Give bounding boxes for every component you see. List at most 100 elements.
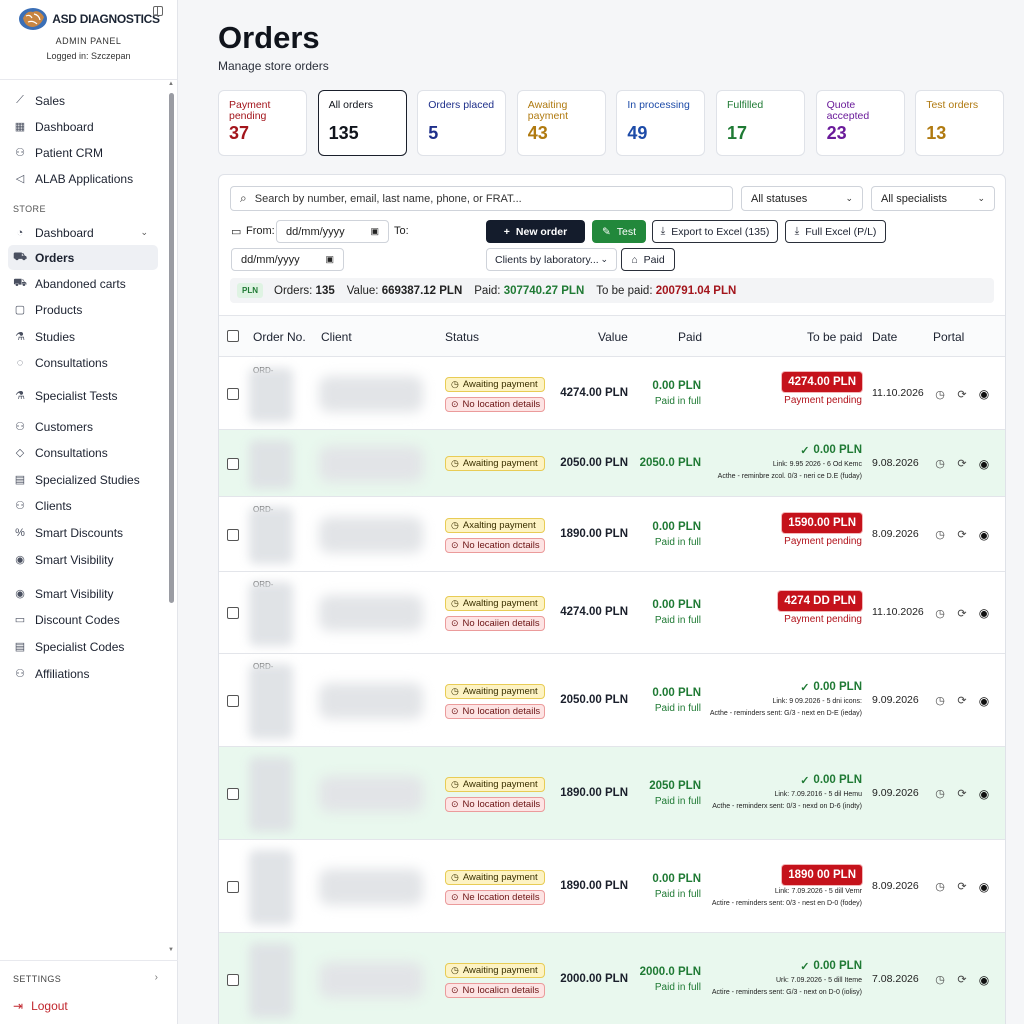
calendar-icon[interactable]: ▣ [325, 254, 334, 264]
refresh-icon[interactable]: ⟳ [957, 458, 967, 470]
history-icon[interactable]: ◷ [935, 788, 945, 800]
from-date-input[interactable]: dd/mm/yyyy ▣ [276, 220, 389, 243]
refresh-icon[interactable]: ⟳ [957, 788, 967, 800]
history-icon[interactable]: ◷ [935, 607, 945, 620]
status-card-fulfilled[interactable]: Fulfilled 17 [716, 90, 805, 156]
history-icon[interactable]: ◷ [935, 388, 945, 401]
full-excel-button[interactable]: ⤓ Full Excel (P/L) [785, 220, 886, 243]
table-row[interactable]: ORD-◷Awaiting payment⊙No location detail… [219, 654, 1005, 747]
scroll-thumb[interactable] [169, 93, 174, 603]
row-checkbox[interactable] [227, 694, 239, 707]
refresh-icon[interactable]: ⟳ [957, 607, 967, 620]
row-checkbox[interactable] [227, 880, 239, 893]
sidebar-item-consultations[interactable]: ◌ Consultations [8, 350, 158, 375]
history-icon[interactable]: ◷ [935, 974, 945, 986]
sidebar-item-orders[interactable]: ⛟ Orders [8, 245, 158, 270]
header-portal[interactable]: Portal [933, 330, 965, 344]
header-value[interactable]: Value [598, 330, 628, 344]
settings-toggle[interactable]: SETTINGS [13, 974, 62, 984]
status-card-test-orders[interactable]: Test orders 13 [915, 90, 1005, 156]
view-eye-icon[interactable]: ◉ [978, 693, 990, 708]
history-icon[interactable]: ◷ [935, 695, 945, 707]
sidebar-scrollbar[interactable]: ▲ ▼ [168, 81, 174, 955]
header-paid[interactable]: Paid [678, 330, 703, 344]
header-client[interactable]: Client [321, 330, 352, 344]
table-row[interactable]: ORD-◷Awaiting payment⊙No location detail… [219, 358, 1005, 430]
view-eye-icon[interactable]: ◉ [978, 786, 990, 801]
chevron-down-icon[interactable]: ⌄ [140, 227, 148, 237]
header-date[interactable]: Date [872, 330, 898, 344]
sidebar-item-patient-crm[interactable]: ⚇ Patient CRM [8, 140, 158, 165]
sidebar-item-dashboard[interactable]: ▦ Dashboard [8, 114, 158, 139]
sidebar-item-specialized-studies[interactable]: ▤ Specialized Studies [8, 467, 158, 492]
sidebar-item-smart-visibility[interactable]: ◉ Smart Visibility [8, 581, 158, 606]
status-select[interactable]: All statuses ⌄ [741, 186, 863, 211]
sidebar-item-specialist-tests[interactable]: ⚗ Specialist Tests [8, 383, 158, 408]
specialist-select[interactable]: All specialists ⌄ [871, 186, 995, 211]
view-eye-icon[interactable]: ◉ [978, 456, 990, 471]
row-checkbox[interactable] [227, 457, 239, 470]
logout-button[interactable]: ⇥ Logout [13, 999, 68, 1013]
sidebar-item-studies[interactable]: ⚗ Studies [8, 324, 158, 349]
status-card-quote-accepted[interactable]: Quote accepted 23 [815, 90, 905, 156]
sidebar-item-sales[interactable]: ⟋ Sales [8, 88, 158, 113]
view-eye-icon[interactable]: ◉ [978, 879, 990, 894]
sidebar-item-products[interactable]: ▢ Products [8, 297, 158, 322]
test-button[interactable]: ✎ Test [592, 220, 646, 243]
view-eye-icon[interactable]: ◉ [978, 606, 990, 620]
history-icon[interactable]: ◷ [935, 458, 945, 470]
scroll-up-icon[interactable]: ▲ [168, 81, 174, 87]
table-row[interactable]: ◷ Awaiting payment 2050.00 PLN 2050.0 PLN ✓ 0… [219, 430, 1005, 497]
row-checkbox[interactable] [227, 787, 239, 800]
table-row[interactable]: ORD-◷Axalting payment⊙No lecation dctail… [219, 497, 1005, 572]
table-row[interactable]: ◷ Awaiting payment ⊙ No location details 189… [219, 747, 1005, 840]
sidebar-item-abandoned-carts[interactable]: ⛟ Abandoned carts [8, 271, 158, 296]
payment-link-info[interactable]: Link: 7.09.2016 - 5 dil Hemu [774, 790, 862, 798]
history-icon[interactable]: ◷ [935, 529, 945, 541]
collapse-sidebar-icon[interactable] [153, 6, 163, 16]
table-row[interactable]: ◷ Awaiting payment ⊙ No localicn details 200… [219, 933, 1005, 1024]
header-to-be-paid[interactable]: To be paid [807, 330, 863, 344]
table-row[interactable]: ◷ Awaiting payment ⊙ Ne lccation deteils 189… [219, 840, 1005, 933]
paid-filter-button[interactable]: ⌂ Paid [621, 248, 675, 271]
payment-link-info[interactable]: Link: 7.09.2026 - 5 dill Vernr [774, 887, 862, 895]
sidebar-item-consultations[interactable]: ◇ Consultations [8, 440, 158, 465]
scroll-down-icon[interactable]: ▼ [168, 947, 174, 953]
refresh-icon[interactable]: ⟳ [957, 388, 967, 401]
row-checkbox[interactable] [227, 528, 239, 541]
view-eye-icon[interactable]: ◉ [978, 972, 990, 987]
status-card-payment-pending[interactable]: Payment pending 37 [218, 90, 307, 156]
refresh-icon[interactable]: ⟳ [957, 881, 967, 893]
row-checkbox[interactable] [227, 388, 239, 400]
header-status[interactable]: Status [445, 330, 480, 344]
sidebar-item-smart-discounts[interactable]: % Smart Discounts [8, 520, 158, 545]
status-card-awaiting-payment[interactable]: Awaiting payment 43 [516, 90, 606, 156]
payment-link-info[interactable]: Link: 9.95 2026 - 6 Od Kemc [772, 460, 862, 468]
table-row[interactable]: ORD-◷Awalting payment⊙No locaiien detail… [219, 572, 1005, 654]
sidebar-item-alab-applications[interactable]: ◁ ALAB Applications [8, 166, 158, 191]
status-card-all-orders[interactable]: All orders 135 [317, 90, 407, 156]
view-eye-icon[interactable]: ◉ [978, 387, 990, 401]
history-icon[interactable]: ◷ [935, 881, 945, 893]
sidebar-item-smart-visibility[interactable]: ◉ Smart Visibility [8, 547, 158, 572]
sidebar-item-dashboard[interactable]: ◔ Dashboard ⌄ [8, 220, 158, 245]
chevron-right-icon[interactable]: › [154, 972, 158, 983]
to-date-input[interactable]: dd/mm/yyyy ▣ [231, 248, 344, 271]
refresh-icon[interactable]: ⟳ [957, 695, 967, 707]
sidebar-item-specialist-codes[interactable]: ▤ Specialist Codes [8, 634, 158, 659]
refresh-icon[interactable]: ⟳ [957, 974, 967, 986]
payment-link-info[interactable]: Link: 9 09.2026 - 5 dni icons: [772, 697, 862, 705]
row-checkbox[interactable] [227, 607, 239, 619]
search-input[interactable]: ⌕ Search by number, email, last name, ph… [230, 186, 733, 211]
status-card-in-processing[interactable]: In processing 49 [616, 90, 706, 156]
export-excel-button[interactable]: ⤓ Export to Excel (135) [652, 220, 778, 243]
row-checkbox[interactable] [227, 973, 239, 986]
view-eye-icon[interactable]: ◉ [978, 527, 990, 542]
labs-select[interactable]: Clients by laboratory... ⌄ [486, 248, 617, 271]
new-order-button[interactable]: + New order [486, 220, 585, 243]
status-card-orders-placed[interactable]: Orders placed 5 [417, 90, 507, 156]
sidebar-item-customers[interactable]: ⚇ Customers [8, 414, 158, 439]
calendar-icon[interactable]: ▣ [370, 226, 379, 236]
sidebar-item-affiliations[interactable]: ⚇ Affiliations [8, 661, 158, 686]
refresh-icon[interactable]: ⟳ [957, 529, 967, 541]
